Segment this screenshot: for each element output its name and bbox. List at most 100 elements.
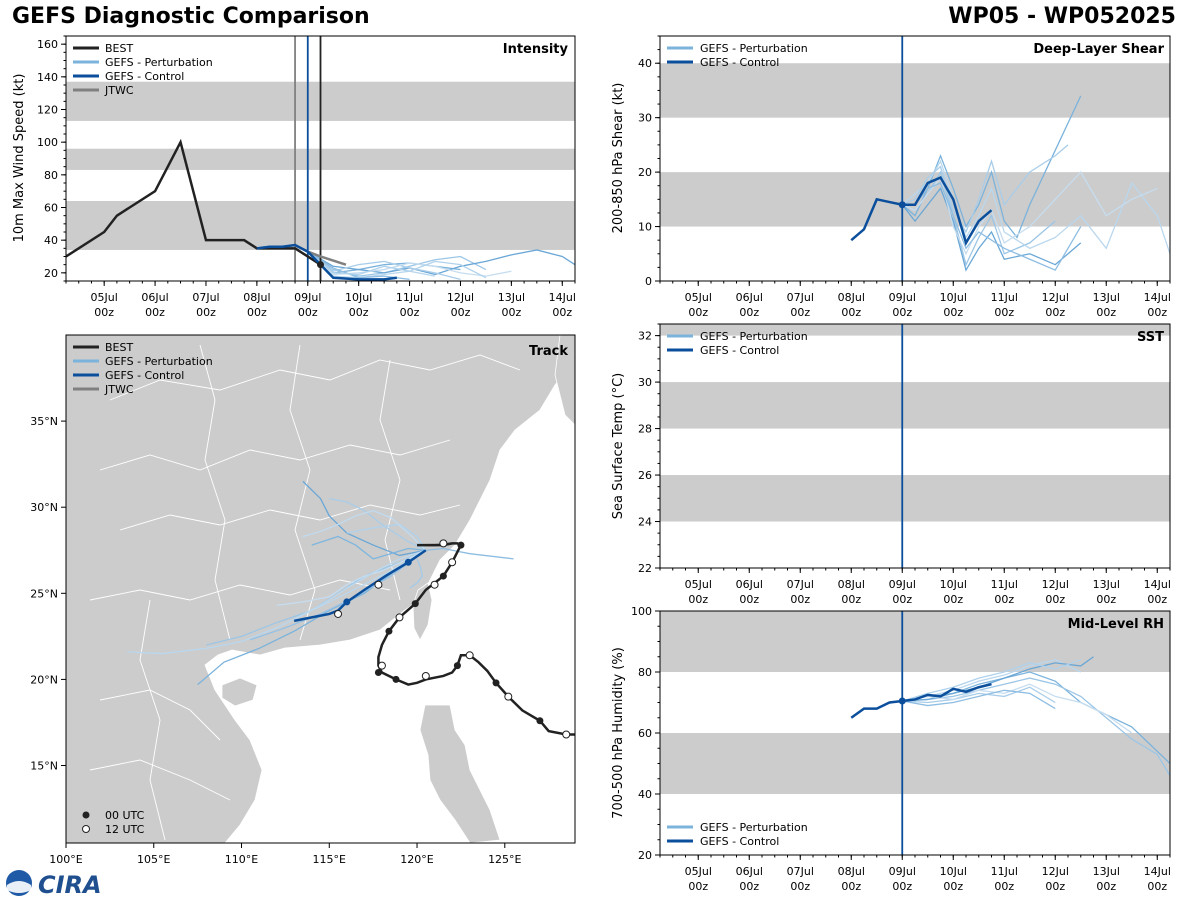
x-tick-label: 10Jul xyxy=(345,291,372,304)
perturbation-series xyxy=(901,144,1069,234)
intensity-title: Intensity xyxy=(503,42,569,57)
sst-legend: GEFS - Perturbation GEFS - Control xyxy=(667,330,808,357)
x-tick-label: 06Jul xyxy=(736,578,763,591)
legend-label: JTWC xyxy=(104,84,134,97)
x-tick-label: 00z xyxy=(943,306,963,319)
best-00utc-point xyxy=(453,662,461,670)
x-tick-label: 00z xyxy=(688,880,708,893)
control-12utc-point xyxy=(374,580,383,589)
cira-logo: CIRA xyxy=(6,870,102,898)
x-tick-label: 09Jul xyxy=(889,865,916,878)
best-00utc-point xyxy=(492,679,500,687)
x-tick-label: 14Jul xyxy=(1144,291,1171,304)
best-12utc-point xyxy=(395,613,404,622)
page-title: GEFS Diagnostic Comparison xyxy=(12,4,370,29)
x-tick-label: 10Jul xyxy=(940,865,967,878)
x-tick-label: 00z xyxy=(94,306,114,319)
best-track-series xyxy=(66,138,322,266)
perturbation-series xyxy=(902,659,1081,702)
y-tick-label: 30 xyxy=(638,112,652,125)
control-series xyxy=(850,682,992,719)
x-tick-label: 06Jul xyxy=(736,291,763,304)
x-tick-label: 00z xyxy=(790,880,810,893)
x-tick-label: 07Jul xyxy=(787,578,814,591)
x-tick-label: 100°E xyxy=(49,853,82,866)
y-tick-label: 80 xyxy=(638,666,652,679)
legend-label: JTWC xyxy=(104,383,134,396)
legend-dot-00utc xyxy=(82,811,90,819)
x-tick-label: 00z xyxy=(1096,593,1116,606)
best-12utc-point xyxy=(430,580,439,589)
perturbation-series xyxy=(901,187,1082,272)
control-series xyxy=(256,243,398,281)
perturbation-series xyxy=(307,251,487,279)
x-tick-label: 00z xyxy=(1045,880,1065,893)
legend-label: GEFS - Control xyxy=(700,344,779,357)
x-tick-label: 00z xyxy=(841,593,861,606)
taiwan-island xyxy=(412,582,433,641)
track-frame xyxy=(65,334,576,844)
best-12utc-point xyxy=(439,539,448,548)
threshold-band xyxy=(660,324,1170,336)
track-title: Track xyxy=(529,344,568,359)
legend-label: 12 UTC xyxy=(105,823,145,836)
x-tick-label: 00z xyxy=(892,880,912,893)
control-point xyxy=(898,201,906,209)
x-tick-label: 00z xyxy=(349,306,369,319)
x-tick-label: 13Jul xyxy=(1093,865,1120,878)
y-tick-label: 100 xyxy=(631,605,652,618)
sst-frame xyxy=(659,323,1171,569)
x-tick-label: 05Jul xyxy=(91,291,118,304)
x-tick-label: 09Jul xyxy=(889,578,916,591)
control-00utc-point xyxy=(404,558,412,566)
best-point xyxy=(317,261,324,269)
mainland-asia xyxy=(66,335,575,843)
y-tick-label: 20 xyxy=(638,849,652,862)
x-tick-label: 00z xyxy=(994,306,1014,319)
y-tick-label: 30°N xyxy=(30,501,58,514)
legend-label: GEFS - Control xyxy=(105,70,184,83)
storm-id: WP05 - WP052025 xyxy=(948,4,1176,29)
y-tick-label: 10 xyxy=(638,221,652,234)
perturbation-series xyxy=(902,677,1170,777)
x-tick-label: 00z xyxy=(994,880,1014,893)
control-12utc-point xyxy=(334,609,343,618)
rh-ylabel: 700-500 hPa Humidity (%) xyxy=(611,647,626,819)
x-tick-label: 00z xyxy=(841,306,861,319)
x-tick-label: 13Jul xyxy=(1093,578,1120,591)
best-12utc-point xyxy=(504,692,513,701)
x-tick-label: 11Jul xyxy=(396,291,423,304)
y-tick-label: 100 xyxy=(37,136,58,149)
rh-panel: 05Jul 00z 06Jul 00z 07Jul 00z 08Jul 00z 09Jul 00z… xyxy=(611,605,1171,893)
sst-ylabel: Sea Surface Temp (°C) xyxy=(611,373,626,520)
track-panel: 100°E 105°E 110°E 115°E 120°E 125°E 15°N 20°N 25… xyxy=(30,334,576,866)
x-tick-label: 00z xyxy=(943,593,963,606)
x-tick-label: 120°E xyxy=(400,853,433,866)
x-tick-label: 05Jul xyxy=(685,578,712,591)
perturbation-series xyxy=(902,686,1056,704)
perturbation-series xyxy=(902,689,1056,710)
x-tick-label: 11Jul xyxy=(991,578,1018,591)
y-tick-label: 140 xyxy=(37,71,58,84)
shear-ylabel: 200-850 hPa Shear (kt) xyxy=(611,83,626,234)
y-tick-label: 40 xyxy=(638,57,652,70)
control-series xyxy=(850,175,993,247)
perturbation-track xyxy=(250,549,427,641)
x-tick-label: 00z xyxy=(892,306,912,319)
x-tick-label: 14Jul xyxy=(1144,578,1171,591)
x-tick-label: 08Jul xyxy=(838,865,865,878)
y-tick-label: 30 xyxy=(638,376,652,389)
intensity-panel: 05Jul 00z 06Jul 00z 07Jul 00z 08Jul 00z 09Jul 00z… xyxy=(12,35,576,319)
legend-label: GEFS - Perturbation xyxy=(700,330,808,343)
threshold-band xyxy=(660,382,1170,429)
intensity-ylabel: 10m Max Wind Speed (kt) xyxy=(12,74,27,243)
legend-label: GEFS - Control xyxy=(700,56,779,69)
x-tick-label: 00z xyxy=(943,880,963,893)
y-tick-label: 40 xyxy=(638,788,652,801)
x-tick-label: 125°E xyxy=(488,853,521,866)
legend-label: BEST xyxy=(105,42,133,55)
x-tick-label: 00z xyxy=(688,593,708,606)
best-12utc-point xyxy=(377,661,386,670)
perturbation-track xyxy=(409,558,423,589)
cira-wordmark: CIRA xyxy=(38,871,102,898)
